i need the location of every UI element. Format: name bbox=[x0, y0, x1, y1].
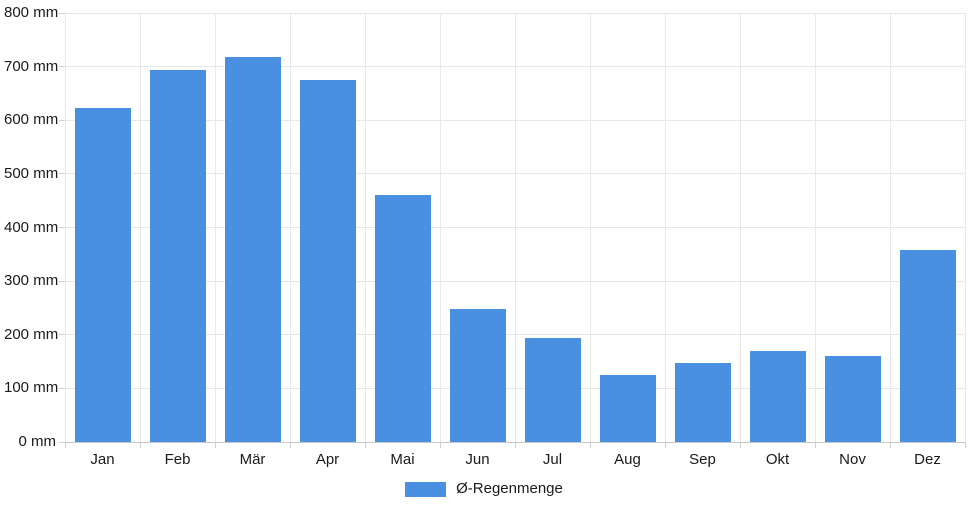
x-category-label: Feb bbox=[164, 451, 191, 468]
x-tick-mark bbox=[364, 442, 366, 448]
x-category-label: Okt bbox=[765, 451, 790, 468]
y-tick-mark bbox=[59, 441, 65, 443]
y-tick-label: 500 mm bbox=[4, 164, 59, 182]
v-gridline bbox=[514, 13, 516, 442]
x-category-label: Dez bbox=[914, 451, 941, 468]
y-tick-mark bbox=[59, 12, 65, 14]
y-tick-label: 300 mm bbox=[4, 272, 59, 290]
v-gridline bbox=[664, 13, 666, 442]
plot-area bbox=[64, 12, 966, 443]
x-tick-mark bbox=[814, 442, 816, 448]
bar-mai[interactable] bbox=[374, 195, 431, 442]
y-tick-label: 200 mm bbox=[4, 325, 59, 343]
bar-feb[interactable] bbox=[149, 69, 206, 442]
x-tick-mark bbox=[664, 442, 666, 448]
v-gridline bbox=[889, 13, 891, 442]
bar-aug[interactable] bbox=[599, 374, 656, 442]
x-tick-mark bbox=[589, 442, 591, 448]
v-gridline bbox=[364, 13, 366, 442]
v-gridline bbox=[739, 13, 741, 442]
v-gridline bbox=[964, 13, 966, 442]
bar-okt[interactable] bbox=[749, 350, 806, 442]
x-tick-mark bbox=[289, 442, 291, 448]
v-gridline bbox=[64, 13, 66, 442]
x-category-label: Jan bbox=[90, 451, 115, 468]
y-tick-mark bbox=[59, 334, 65, 336]
x-category-label: Aug bbox=[614, 451, 641, 468]
bar-nov[interactable] bbox=[824, 356, 881, 442]
x-tick-mark bbox=[739, 442, 741, 448]
y-tick-label: 700 mm bbox=[4, 57, 59, 75]
x-category-label: Nov bbox=[839, 451, 866, 468]
v-gridline bbox=[289, 13, 291, 442]
x-tick-mark bbox=[514, 442, 516, 448]
x-tick-mark bbox=[139, 442, 141, 448]
x-category-label: Mai bbox=[390, 451, 415, 468]
x-tick-mark bbox=[214, 442, 216, 448]
v-gridline bbox=[589, 13, 591, 442]
x-category-label: Jul bbox=[542, 451, 563, 468]
y-tick-mark bbox=[59, 119, 65, 121]
x-category-label: Mär bbox=[239, 451, 266, 468]
x-category-label: Jun bbox=[465, 451, 490, 468]
bar-dez[interactable] bbox=[899, 249, 956, 442]
bar-jul[interactable] bbox=[524, 337, 581, 442]
bar-apr[interactable] bbox=[299, 79, 356, 442]
v-gridline bbox=[814, 13, 816, 442]
x-tick-mark bbox=[889, 442, 891, 448]
v-gridline bbox=[439, 13, 441, 442]
x-tick-mark bbox=[964, 442, 966, 448]
y-tick-mark bbox=[59, 66, 65, 68]
y-tick-mark bbox=[59, 280, 65, 282]
x-tick-mark bbox=[439, 442, 441, 448]
legend-label: Ø-Regenmenge bbox=[456, 480, 563, 497]
bar-mär[interactable] bbox=[224, 56, 281, 442]
v-gridline bbox=[139, 13, 141, 442]
bar-sep[interactable] bbox=[674, 363, 731, 442]
y-tick-mark bbox=[59, 173, 65, 175]
x-category-label: Apr bbox=[315, 451, 340, 468]
bar-jan[interactable] bbox=[74, 108, 131, 442]
x-tick-mark bbox=[64, 442, 66, 448]
y-tick-mark bbox=[59, 387, 65, 389]
y-tick-label: 400 mm bbox=[4, 218, 59, 236]
x-category-label: Sep bbox=[689, 451, 716, 468]
legend-swatch-icon bbox=[405, 481, 447, 497]
bar-jun[interactable] bbox=[449, 309, 506, 442]
y-tick-mark bbox=[59, 227, 65, 228]
v-gridline bbox=[214, 13, 216, 442]
y-tick-label: 100 mm bbox=[4, 379, 59, 397]
legend[interactable]: Ø-Regenmenge bbox=[0, 480, 968, 498]
y-tick-label: 600 mm bbox=[4, 111, 59, 129]
y-tick-label: 800 mm bbox=[4, 4, 59, 21]
y-tick-label: 0 mm bbox=[18, 433, 57, 450]
